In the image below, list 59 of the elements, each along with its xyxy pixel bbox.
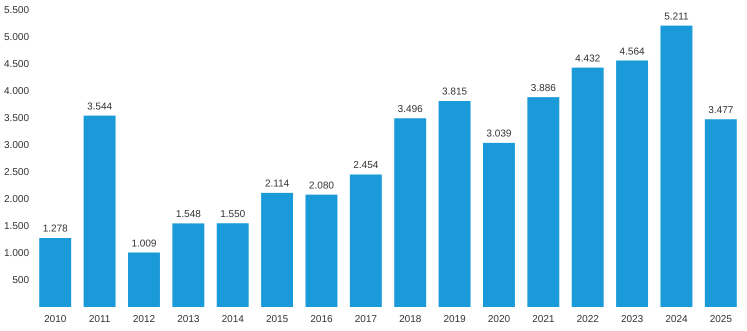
data-label: 3.544 (87, 101, 113, 112)
x-tick-label: 2011 (88, 314, 111, 325)
data-label: 1.278 (42, 224, 68, 235)
data-label: 1.550 (220, 209, 246, 220)
data-label: 3.477 (708, 104, 734, 116)
data-label: 5.211 (664, 11, 690, 22)
x-tick-label: 2022 (576, 314, 600, 325)
data-label: 4.432 (575, 53, 601, 64)
x-tick-label: 2013 (177, 314, 200, 325)
data-label: 1.548 (176, 209, 202, 220)
data-label: 3.886 (530, 82, 556, 94)
y-tick-label: 2.000 (4, 194, 30, 205)
y-tick-label: 5.500 (4, 4, 30, 16)
x-tick-label: 2023 (620, 314, 644, 325)
data-label: 3.815 (442, 86, 468, 98)
x-tick-label: 2020 (488, 314, 511, 325)
x-tick-label: 2017 (354, 314, 378, 325)
y-tick-label: 500 (12, 274, 30, 286)
y-tick-label: 2.500 (4, 166, 30, 178)
y-tick-label: 4.000 (4, 86, 30, 97)
y-tick-label: 3.500 (4, 112, 30, 124)
data-label: 1.009 (131, 238, 157, 250)
y-tick-label: 5.000 (4, 32, 30, 43)
bar (704, 119, 737, 307)
bar (350, 174, 382, 307)
x-tick-label: 2016 (310, 314, 334, 325)
x-tick-label: 2010 (44, 314, 67, 325)
x-tick-label: 2024 (665, 314, 688, 325)
bar (128, 252, 160, 307)
data-label: 2.080 (308, 180, 334, 192)
bar (305, 194, 338, 307)
bar (261, 192, 294, 307)
x-tick-label: 2012 (132, 314, 156, 325)
data-label: 3.496 (398, 104, 424, 115)
bar (438, 100, 471, 307)
bar (482, 142, 515, 307)
data-label: 4.564 (620, 46, 646, 58)
data-label: 3.039 (486, 128, 512, 140)
bar (616, 60, 648, 307)
bar (572, 68, 604, 307)
x-tick-label: 2014 (222, 314, 244, 325)
y-tick-label: 1.500 (4, 220, 30, 232)
x-tick-label: 2021 (532, 314, 555, 325)
y-tick-label: 4.500 (4, 58, 30, 70)
x-tick-label: 2019 (443, 314, 466, 325)
bar (216, 223, 249, 307)
x-tick-label: 2015 (266, 314, 289, 325)
data-label: 2.114 (264, 178, 290, 190)
bar (394, 118, 426, 307)
bar (84, 116, 116, 307)
x-tick-label: 2025 (710, 314, 732, 325)
x-tick-label: 2018 (399, 314, 422, 325)
data-label: 2.454 (353, 160, 379, 172)
bar (172, 223, 204, 307)
bar (39, 238, 72, 307)
bar (660, 26, 692, 307)
y-tick-label: 1.000 (4, 248, 30, 259)
y-tick-label: 3.000 (4, 140, 30, 151)
bar (527, 97, 560, 307)
